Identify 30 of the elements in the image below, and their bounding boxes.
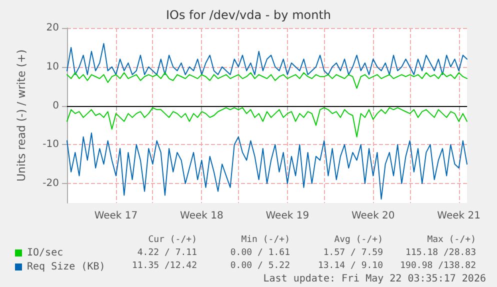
legend-label: Req Size (KB): [27, 262, 106, 272]
y-tick-label: 20: [46, 22, 59, 34]
text: 1.57 / 7.59: [323, 248, 383, 258]
x-tick-label: Week 20: [351, 210, 395, 222]
text: 0.00 / 1.61: [230, 248, 290, 258]
y-axis-title: Units read (-) / write (+): [15, 49, 28, 182]
y-tick-label: 0: [52, 100, 59, 112]
line-series: [66, 43, 468, 76]
text: Last update: Fri May 22 03:35:17 2026: [263, 274, 486, 284]
text: 4.22 / 7.11: [137, 248, 197, 258]
chart-title: IOs for /dev/vda - by month: [166, 8, 332, 22]
x-tick-label: Week 17: [94, 210, 138, 222]
x-tick-label: Week 18: [180, 210, 224, 222]
text: Cur (-/+): [148, 235, 197, 245]
text: 13.14 / 9.10: [318, 261, 383, 271]
text: 115.18 /28.83: [406, 248, 476, 258]
text: Max (-/+): [427, 235, 476, 245]
y-tick-label: -20: [42, 178, 59, 190]
line-series: [66, 132, 468, 200]
y-tick-label: -10: [42, 139, 59, 150]
x-tick-label: Week 19: [266, 210, 310, 222]
text: Avg (-/+): [334, 235, 383, 245]
y-tick-label: 10: [46, 61, 59, 72]
text: Min (-/+): [241, 235, 290, 245]
legend-label: IO/sec: [27, 248, 64, 258]
text: 0.00 / 5.22: [230, 261, 290, 271]
text: 11.35 /12.42: [132, 261, 197, 271]
text: 190.98 /138.82: [400, 261, 476, 271]
line-series: [66, 72, 468, 89]
x-tick-label: Week 21: [437, 210, 480, 222]
